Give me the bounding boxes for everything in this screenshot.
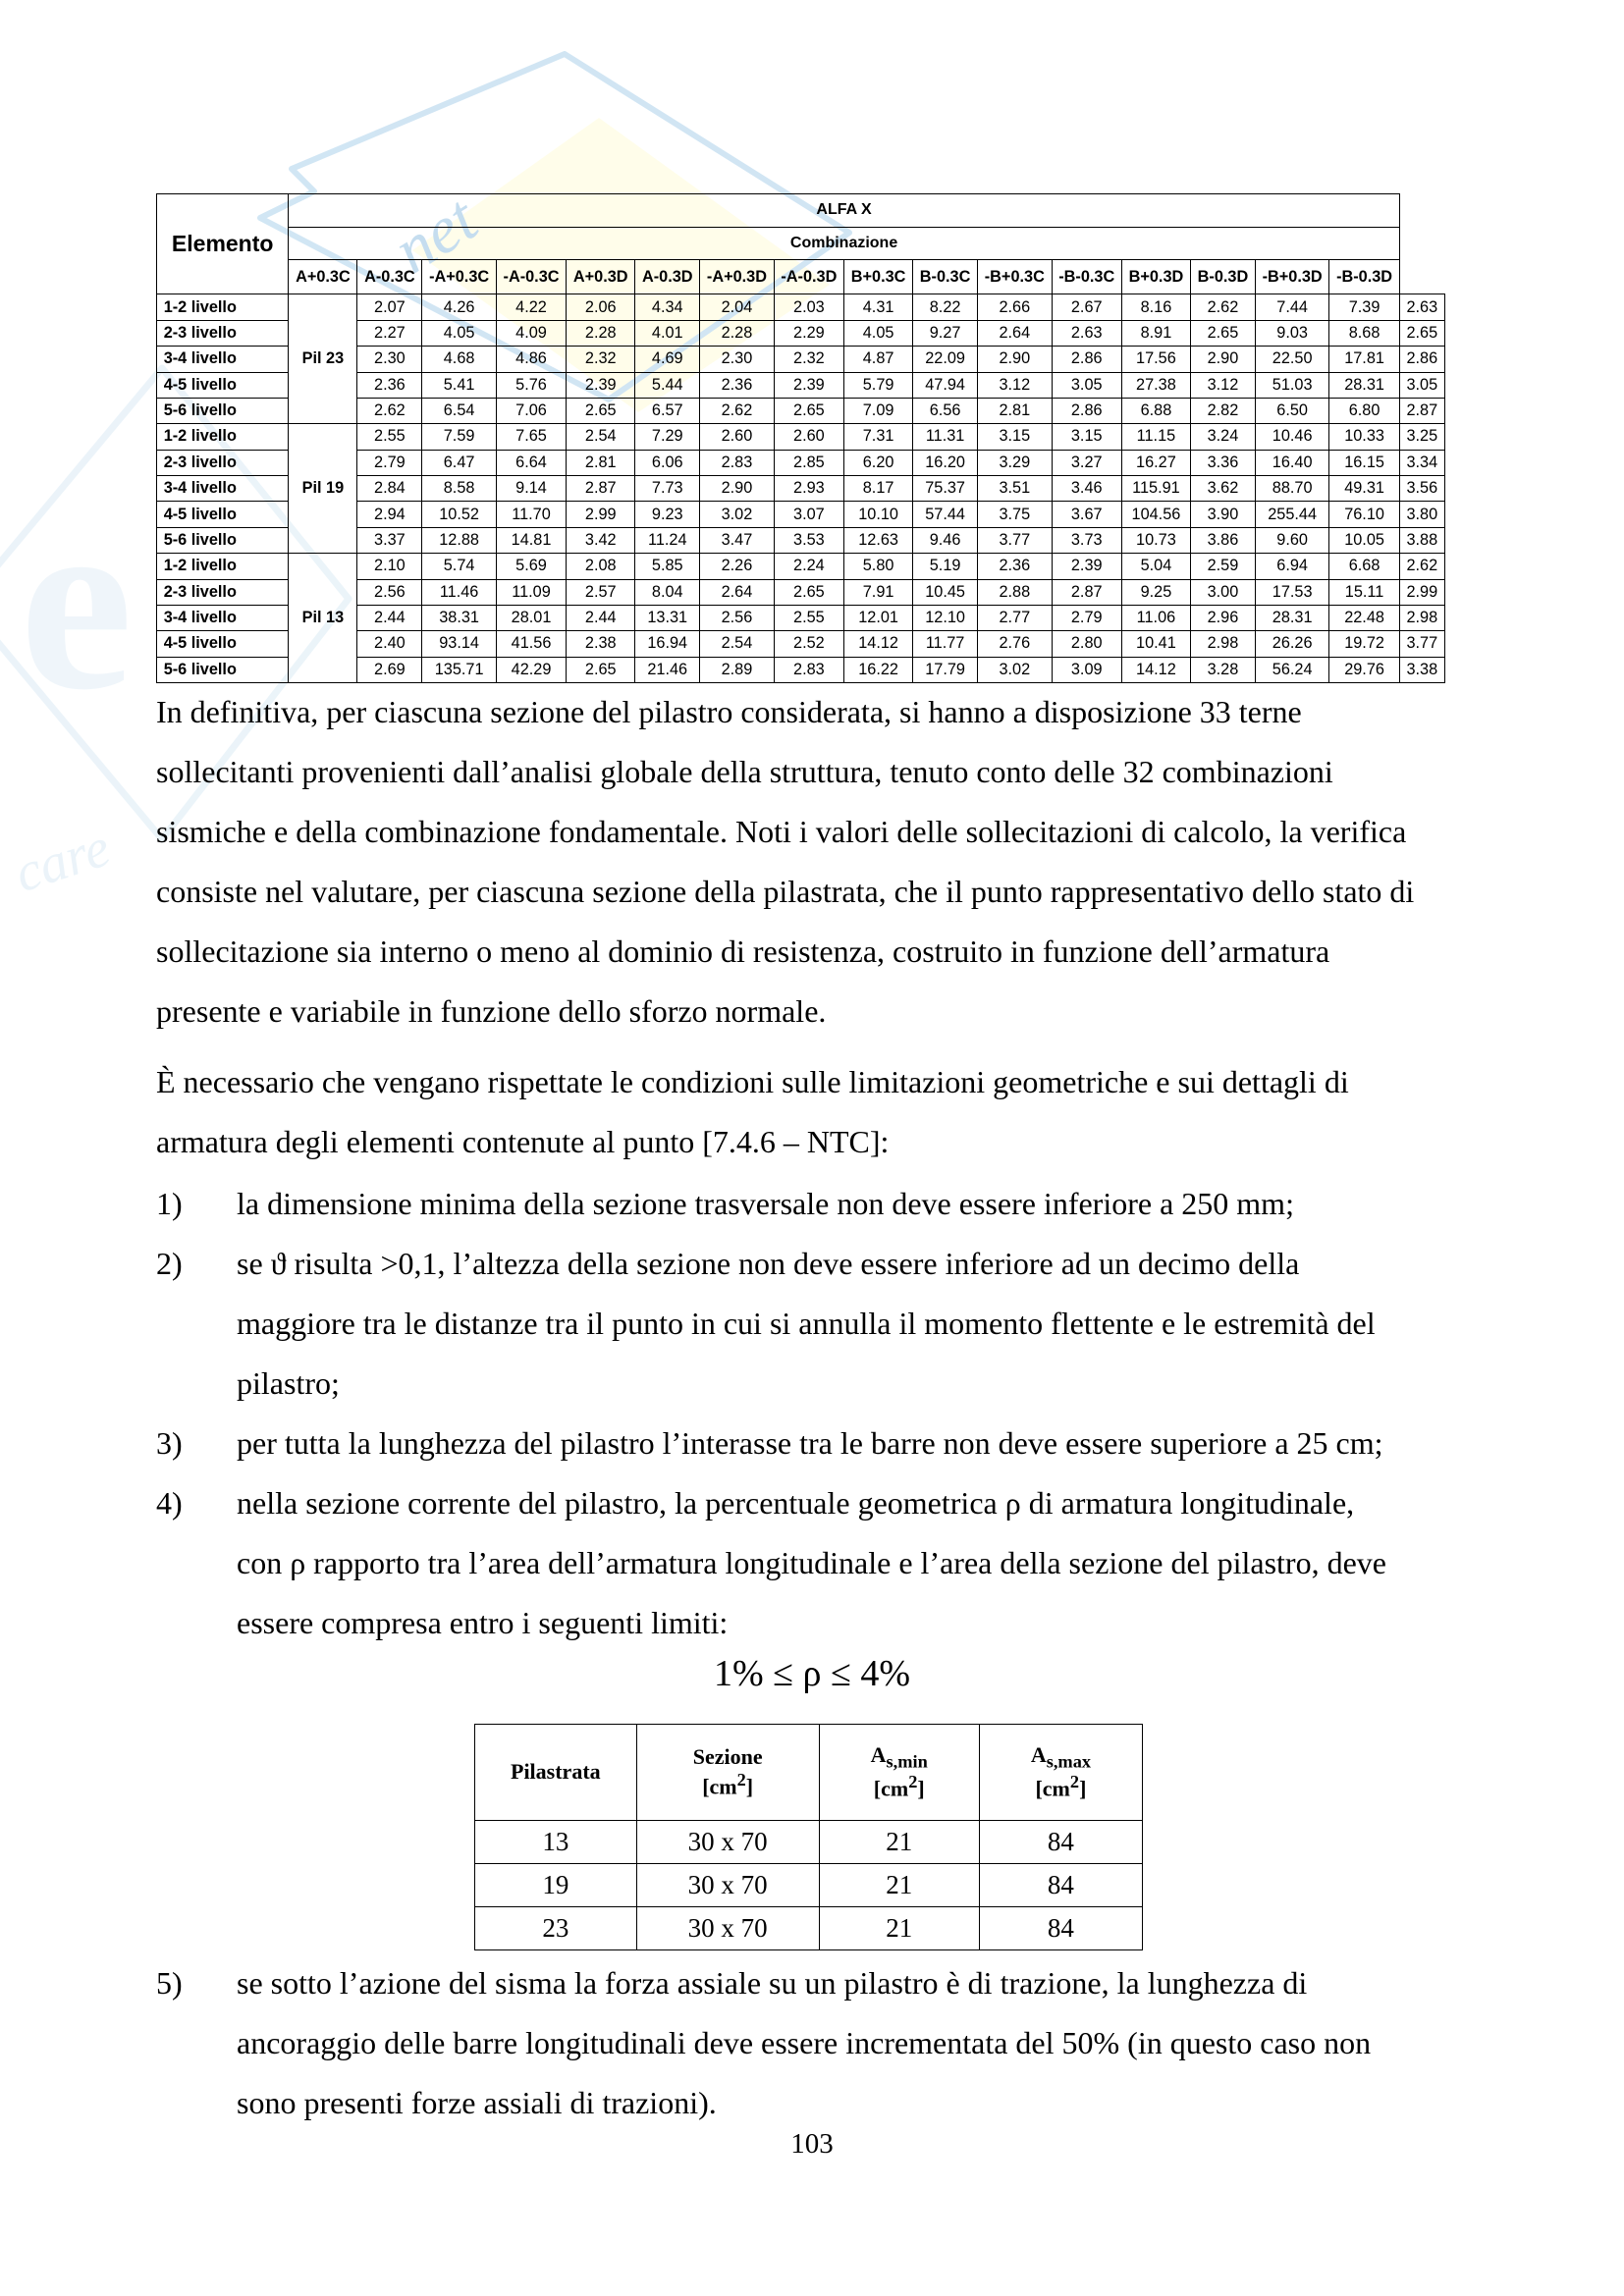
svg-text:care: care: [8, 817, 118, 904]
svg-text:e: e: [20, 460, 133, 743]
